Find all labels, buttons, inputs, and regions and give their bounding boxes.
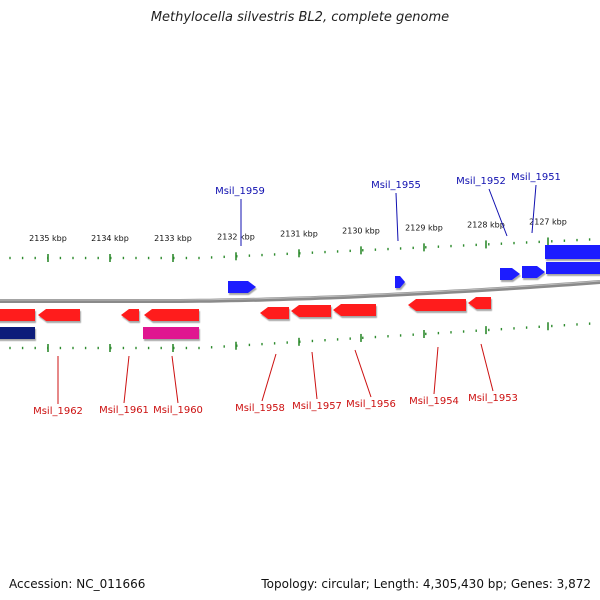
gene-label[interactable]: Msil_1959	[215, 186, 265, 197]
gene-msil-1952[interactable]	[500, 268, 520, 280]
gene-label[interactable]: Msil_1951	[511, 172, 561, 183]
scale-tick-label: 2135 kbp	[29, 234, 67, 243]
gene-msil-1954[interactable]	[408, 299, 466, 311]
scale-tick-label: 2130 kbp	[342, 226, 380, 235]
gene-forward-edge[interactable]	[546, 262, 600, 274]
gene-dark-edge[interactable]	[0, 327, 35, 339]
gene-label[interactable]: Msil_1958	[235, 403, 285, 414]
scale-tick-label: 2134 kbp	[91, 234, 129, 243]
gene-msil-1955[interactable]	[395, 276, 405, 288]
scale-tick-label: 2128 kbp	[467, 220, 505, 229]
scale-ticks: 2135 kbp 2134 kbp 2133 kbp 2132 kbp 2131 kbp…	[9, 217, 591, 352]
gene-labels: Msil_1959 Msil_1955 Msil_1952 Msil_1951 Msil…	[33, 172, 561, 417]
gene-msil-1960[interactable]	[144, 309, 199, 321]
gene-leader-line	[171, 355, 179, 404]
gene-leader-line	[123, 355, 130, 404]
gene-msil-1957[interactable]	[291, 305, 331, 317]
gene-leader-line	[488, 188, 508, 237]
gene-label[interactable]: Msil_1952	[456, 176, 506, 187]
gene-pink[interactable]	[143, 327, 199, 339]
genome-backbone	[0, 280, 600, 303]
scale-tick-label: 2129 kbp	[405, 223, 443, 232]
genome-title: Methylocella silvestris BL2, complete ge…	[150, 10, 450, 25]
gene-leader-line	[311, 351, 318, 400]
scale-tick-label: 2131 kbp	[280, 229, 318, 238]
gene-msil-1956[interactable]	[333, 304, 376, 316]
gene-msil-1958[interactable]	[260, 307, 289, 319]
gene-label[interactable]: Msil_1962	[33, 406, 83, 417]
gene-label[interactable]: Msil_1956	[346, 399, 396, 410]
gene-features	[0, 245, 600, 339]
backbone-line	[0, 280, 600, 303]
gene-msil-1959[interactable]	[228, 281, 256, 293]
gene-msil-1953[interactable]	[468, 297, 491, 309]
backbone-highlight	[0, 280, 600, 301]
gene-msil-1961[interactable]	[121, 309, 139, 321]
gene-leader-line	[261, 353, 277, 402]
gene-forward-edge-upper[interactable]	[545, 245, 600, 259]
gene-label[interactable]: Msil_1953	[468, 393, 518, 404]
gene-label[interactable]: Msil_1955	[371, 180, 421, 191]
genome-summary-text: Topology: circular; Length: 4,305,430 bp…	[261, 577, 591, 591]
accession-text: Accession: NC_011666	[9, 577, 146, 591]
scale-tick-label: 2132 kbp	[217, 232, 255, 241]
gene-reverse-edge[interactable]	[0, 309, 35, 321]
gene-leader-line	[433, 346, 439, 395]
gene-label[interactable]: Msil_1954	[409, 396, 459, 407]
gene-leader-line	[531, 184, 537, 234]
gene-msil-1951[interactable]	[522, 266, 545, 278]
gene-leader-line	[480, 343, 494, 392]
scale-tick-label: 2133 kbp	[154, 234, 192, 243]
gene-msil-1962[interactable]	[38, 309, 80, 321]
gene-label[interactable]: Msil_1961	[99, 405, 149, 416]
gene-label[interactable]: Msil_1960	[153, 405, 203, 416]
gene-leader-line	[354, 349, 372, 398]
gene-leader-line	[395, 192, 399, 242]
scale-tick-label: 2127 kbp	[529, 217, 567, 226]
gene-label[interactable]: Msil_1957	[292, 401, 342, 412]
